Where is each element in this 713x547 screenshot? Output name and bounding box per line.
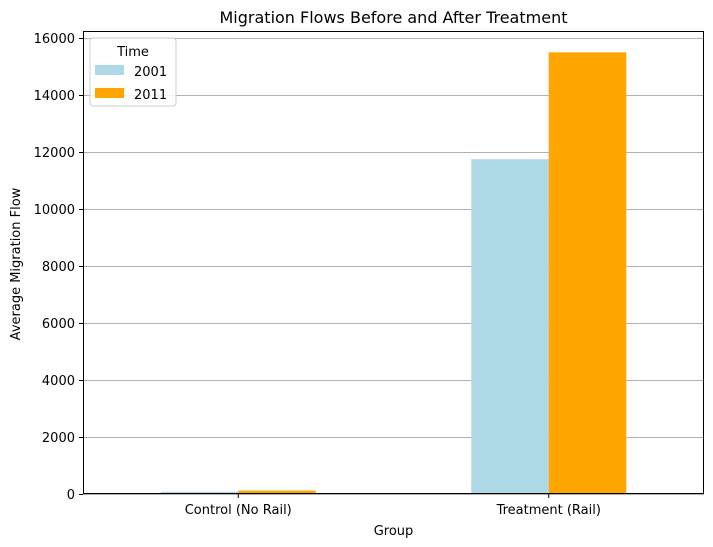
x-tick-label: Control (No Rail)	[185, 503, 292, 518]
x-axis-label: Group	[374, 524, 414, 539]
y-tick-label: 2000	[42, 431, 75, 446]
y-tick-label: 16000	[34, 32, 75, 47]
bar-2011-control	[238, 490, 316, 494]
legend-swatch-2011	[95, 88, 124, 98]
y-axis-label: Average Migration Flow	[9, 187, 24, 340]
bar-2011-treatment	[548, 52, 627, 494]
y-tick-label: 8000	[42, 260, 75, 275]
legend: Time 2001 2011	[89, 37, 177, 107]
y-tick-label: 4000	[42, 374, 75, 389]
x-tick-label: Treatment (Rail)	[496, 503, 601, 518]
bar-2001-control	[160, 491, 239, 494]
y-tick-label: 14000	[34, 89, 75, 104]
plot-frame	[83, 31, 704, 494]
y-tick-label: 0	[67, 488, 75, 503]
bars	[160, 52, 627, 494]
legend-title: Time	[116, 45, 149, 60]
y-tick-label: 10000	[34, 203, 75, 218]
legend-label-2011: 2011	[134, 88, 167, 103]
legend-label-2001: 2001	[134, 65, 167, 80]
y-tick-label: 12000	[34, 146, 75, 161]
gridlines	[83, 38, 704, 495]
axes: 0 2000 4000 6000 8000 10000 12000 14000 16000 Con…	[34, 31, 704, 518]
y-tick-label: 6000	[42, 317, 75, 332]
bar-2001-treatment	[471, 159, 549, 494]
legend-swatch-2001	[95, 65, 124, 75]
chart-title: Migration Flows Before and After Treatme…	[220, 8, 568, 27]
